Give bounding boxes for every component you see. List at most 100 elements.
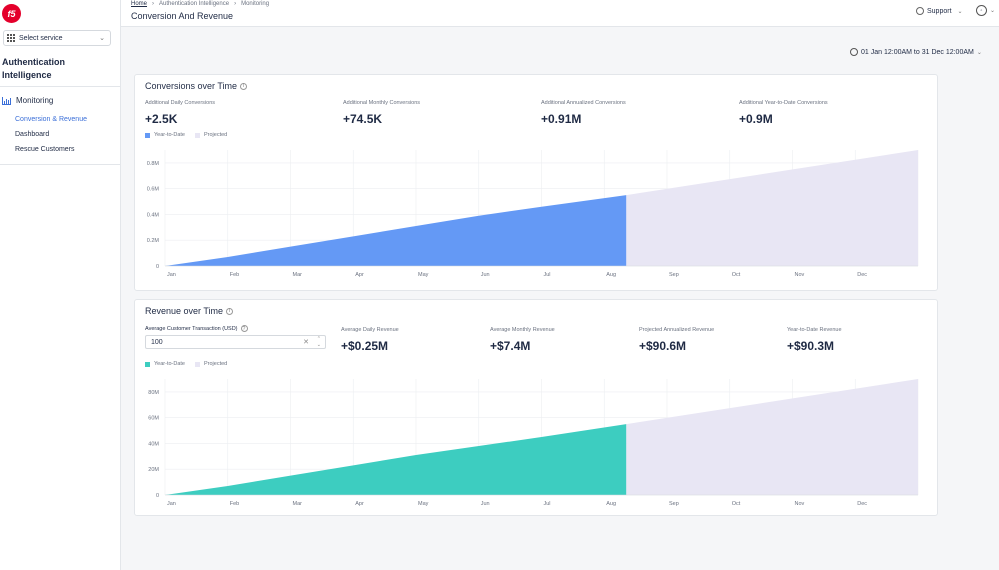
x-tick-label: Jul <box>544 501 551 507</box>
support-label: Support <box>927 7 952 15</box>
revenue-chart: 0 20M 40M 60M 80M Jan Feb Mar Apr May Jun Jul Aug Sep… <box>148 379 919 507</box>
ytd-area <box>165 424 627 495</box>
breadcrumb-separator-icon: › <box>234 1 237 7</box>
page-title: Conversion And Revenue <box>131 11 234 21</box>
x-tick-label: Nov <box>795 272 805 278</box>
card-title-text: Revenue over Time <box>145 306 224 316</box>
card-title-text: Conversions over Time <box>145 81 238 91</box>
x-tick-label: Jul <box>544 272 551 278</box>
card-title: Revenue over Time i <box>145 306 234 316</box>
x-tick-label: Jun <box>481 272 490 278</box>
date-range-label: 01 Jan 12:00AM to 31 Dec 12:00AM <box>861 48 974 56</box>
chart-legend: Year-to-Date Projected <box>145 132 227 138</box>
x-tick-label: Feb <box>230 501 239 507</box>
sidebar-item-conversion-revenue[interactable]: Conversion & Revenue <box>15 116 87 123</box>
metric-label: Projected Annualized Revenue <box>639 327 715 333</box>
sidebar-item-rescue-customers[interactable]: Rescue Customers <box>15 146 75 153</box>
legend-label: Projected <box>203 361 228 367</box>
metric-label: Additional Daily Conversions <box>145 100 216 106</box>
x-tick-label: Sep <box>669 272 679 278</box>
chevron-down-icon: ⌄ <box>957 8 963 15</box>
legend-swatch <box>194 361 200 367</box>
metric-label: Additional Monthly Conversions <box>343 100 421 106</box>
x-tick-label: Jan <box>167 272 176 278</box>
info-icon[interactable]: i <box>240 82 248 90</box>
breadcrumb-item: Monitoring <box>241 1 270 7</box>
y-tick-label: 0.2M <box>147 238 160 244</box>
x-tick-label: May <box>418 272 429 278</box>
x-tick-label: Sep <box>669 501 679 507</box>
metric-label: Additional Year-to-Date Conversions <box>739 100 828 106</box>
metric-label: Average Daily Revenue <box>341 327 399 333</box>
metric: Projected Annualized Revenue +$90.6M <box>639 327 714 353</box>
y-tick-label: 0.6M <box>147 187 160 193</box>
legend-item-projected[interactable]: Projected <box>194 361 228 367</box>
y-tick-label: 40M <box>148 441 159 447</box>
y-tick-label: 0.4M <box>147 212 160 218</box>
legend-label: Projected <box>203 132 228 138</box>
legend-item-ytd[interactable]: Year-to-Date <box>145 132 185 138</box>
chart-legend: Year-to-Date Projected <box>145 361 227 367</box>
date-range-picker[interactable]: 01 Jan 12:00AM to 31 Dec 12:00AM ⌄ <box>850 48 982 56</box>
top-bar: Home › Authentication Intelligence › Mon… <box>121 0 999 27</box>
support-menu[interactable]: Support ⌄ <box>916 7 963 15</box>
legend-item-projected[interactable]: Projected <box>194 132 228 138</box>
y-tick-label: 0.8M <box>147 161 160 167</box>
metric-value: +$7.4M <box>490 339 531 353</box>
metric: Average Monthly Revenue +$7.4M <box>490 327 555 353</box>
x-tick-label: Apr <box>355 272 364 278</box>
x-tick-label: Oct <box>732 272 741 278</box>
x-tick-label: Feb <box>230 272 239 278</box>
info-icon[interactable]: i <box>226 307 234 315</box>
nav-section-monitoring[interactable]: Monitoring <box>2 96 53 105</box>
user-menu[interactable]: ◦ ⌄ <box>976 5 995 16</box>
y-tick-label: 60M <box>148 416 159 422</box>
x-tick-label: Nov <box>795 501 805 507</box>
clock-icon <box>850 48 858 56</box>
transaction-label-text: Average Customer Transaction (USD) <box>145 325 238 332</box>
metric-value: +74.5K <box>343 112 383 126</box>
sidebar-divider <box>0 164 121 165</box>
metric-label: Year-to-Date Revenue <box>787 327 842 333</box>
conversions-card: Conversions over Time i Additional Daily… <box>134 74 938 291</box>
projected-area <box>626 150 918 266</box>
y-tick-label: 20M <box>148 467 159 473</box>
nav-section-label: Monitoring <box>16 96 54 105</box>
metric: Year-to-Date Revenue +$90.3M <box>787 327 842 353</box>
sidebar: f5 Select service ⌄ Authentication Intel… <box>0 0 121 570</box>
metric: Additional Annualized Conversions +0.91M <box>541 100 626 126</box>
x-tick-label: Mar <box>293 272 303 278</box>
clear-icon[interactable]: ✕ <box>303 339 309 346</box>
help-icon[interactable]: ? <box>240 325 248 332</box>
x-tick-label: May <box>418 501 429 507</box>
x-tick-label: Apr <box>355 501 364 507</box>
metric-value: +$90.3M <box>787 339 835 353</box>
sidebar-item-dashboard[interactable]: Dashboard <box>15 131 50 138</box>
service-select[interactable]: Select service ⌄ <box>3 30 111 46</box>
metric-value: +$0.25M <box>341 339 389 353</box>
legend-swatch <box>145 132 150 138</box>
legend-label: Year-to-Date <box>154 132 185 138</box>
x-tick-label: Oct <box>732 501 741 507</box>
breadcrumb-home[interactable]: Home <box>131 1 148 7</box>
metric: Additional Year-to-Date Conversions +0.9… <box>739 100 828 126</box>
grid-icon <box>7 34 15 42</box>
legend-item-ytd[interactable]: Year-to-Date <box>145 361 185 367</box>
transaction-label: Average Customer Transaction (USD) ? <box>145 325 248 332</box>
metric-value: +0.9M <box>739 112 773 126</box>
x-tick-label: Mar <box>293 501 303 507</box>
x-tick-label: Dec <box>857 501 867 507</box>
breadcrumb-separator-icon: › <box>152 1 155 7</box>
metric-label: Additional Annualized Conversions <box>541 100 626 106</box>
y-tick-label: 80M <box>148 390 159 396</box>
ytd-area <box>165 195 627 266</box>
transaction-input[interactable]: 100 ✕ ⌃ ⌄ <box>145 335 326 349</box>
projected-area <box>626 379 918 495</box>
stepper-icon[interactable]: ⌃ ⌄ <box>316 336 321 348</box>
breadcrumb-item[interactable]: Authentication Intelligence <box>159 1 230 7</box>
metric: Additional Monthly Conversions +74.5K <box>343 100 420 126</box>
transaction-input-value: 100 <box>151 338 163 346</box>
gear-icon <box>916 7 924 15</box>
f5-logo[interactable]: f5 <box>2 4 21 23</box>
metric: Average Daily Revenue +$0.25M <box>341 327 399 353</box>
